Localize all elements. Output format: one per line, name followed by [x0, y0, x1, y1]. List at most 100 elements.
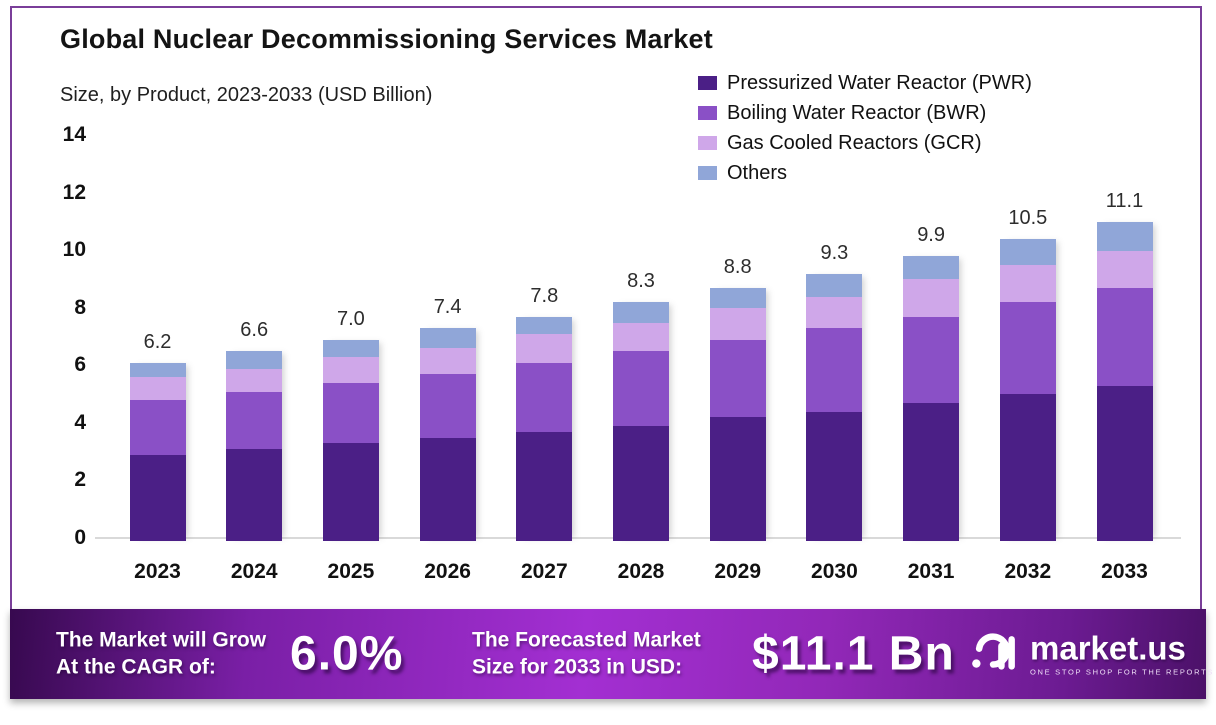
bar-segment-2026-pressurized-water-reactor-pwr- [419, 437, 476, 541]
bar-2032: 10.5 [999, 207, 1056, 541]
x-tick-2031: 2031 [907, 560, 955, 583]
bar-segment-2023-gas-cooled-reactors-gcr- [129, 377, 186, 401]
bar-segment-2023-others [129, 362, 186, 378]
cagr-label-line1: The Market will Grow [56, 628, 267, 652]
legend-swatch-icon [698, 76, 717, 90]
bar-segment-2029-pressurized-water-reactor-pwr- [709, 417, 766, 541]
legend-swatch-icon [698, 166, 717, 180]
bar-2023: 6.2 [129, 331, 186, 541]
logo-name: market.us [1030, 629, 1186, 667]
bar-segment-2023-boiling-water-reactor-bwr- [129, 400, 186, 455]
y-tick-4: 4 [74, 410, 86, 434]
bar-segment-2028-pressurized-water-reactor-pwr- [613, 426, 669, 541]
marketus-logo-icon [968, 626, 1020, 683]
legend-label: Gas Cooled Reactors (GCR) [727, 131, 982, 154]
x-tick-2030: 2030 [811, 560, 858, 583]
bar-2029: 8.8 [709, 256, 766, 541]
total-label-2024: 6.6 [240, 319, 269, 342]
bar-segment-2028-gas-cooled-reactors-gcr- [613, 322, 669, 352]
bar-segment-2032-pressurized-water-reactor-pwr- [999, 394, 1056, 541]
y-tick-10: 10 [62, 238, 86, 261]
bar-2028: 8.3 [613, 270, 669, 541]
marketus-logo: market.us ONE STOP SHOP FOR THE REPORTS [968, 626, 1214, 683]
bar-segment-2028-boiling-water-reactor-bwr- [613, 351, 669, 426]
bar-segment-2025-boiling-water-reactor-bwr- [322, 382, 379, 444]
bar-segment-2031-boiling-water-reactor-bwr- [903, 316, 960, 403]
bar-segment-2024-others [226, 351, 283, 369]
total-label-2030: 9.3 [820, 241, 849, 264]
cagr-label-line2: At the CAGR of: [56, 656, 216, 679]
bar-segment-2027-boiling-water-reactor-bwr- [516, 362, 573, 432]
x-tick-2024: 2024 [230, 560, 278, 583]
total-label-2025: 7.0 [336, 307, 365, 330]
bar-segment-2029-others [709, 288, 766, 309]
total-label-2027: 7.8 [530, 284, 559, 307]
legend-item-4: Others [698, 158, 1032, 188]
chart-subtitle: Size, by Product, 2023-2033 (USD Billion… [60, 84, 433, 106]
x-tick-2033: 2033 [1101, 560, 1148, 583]
legend-label: Others [727, 161, 788, 184]
legend-label: Boiling Water Reactor (BWR) [727, 101, 987, 124]
bar-segment-2027-gas-cooled-reactors-gcr- [516, 334, 573, 363]
bar-segment-2026-others [419, 328, 476, 349]
x-tick-2027: 2027 [520, 560, 568, 583]
y-tick-12: 12 [62, 180, 86, 204]
total-label-2032: 10.5 [1008, 207, 1048, 230]
bar-2024: 6.6 [226, 319, 283, 541]
bar-segment-2029-gas-cooled-reactors-gcr- [709, 308, 766, 340]
bar-segment-2033-others [1096, 221, 1153, 251]
bar-segment-2033-boiling-water-reactor-bwr- [1096, 288, 1153, 386]
bar-segment-2030-boiling-water-reactor-bwr- [806, 328, 863, 412]
bar-segment-2031-pressurized-water-reactor-pwr- [903, 403, 960, 541]
y-tick-6: 6 [74, 353, 86, 376]
bar-segment-2023-pressurized-water-reactor-pwr- [129, 454, 186, 541]
bar-segment-2024-pressurized-water-reactor-pwr- [226, 449, 283, 541]
y-tick-14: 14 [62, 123, 86, 146]
bar-segment-2030-gas-cooled-reactors-gcr- [806, 296, 863, 329]
bar-segment-2024-boiling-water-reactor-bwr- [226, 391, 283, 449]
x-tick-2028: 2028 [617, 560, 665, 583]
legend-swatch-icon [698, 106, 717, 120]
bar-segment-2027-others [516, 316, 573, 334]
bar-2031: 9.9 [903, 224, 960, 541]
bar-2027: 7.8 [516, 285, 573, 541]
legend-item-2: Boiling Water Reactor (BWR) [698, 98, 1032, 128]
legend-label: Pressurized Water Reactor (PWR) [727, 71, 1032, 94]
chart-title: Global Nuclear Decommissioning Services … [60, 24, 713, 54]
total-label-2031: 9.9 [917, 224, 945, 247]
bar-segment-2030-pressurized-water-reactor-pwr- [806, 411, 863, 541]
bar-segment-2024-gas-cooled-reactors-gcr- [226, 368, 283, 392]
marketus-logo-text: market.us ONE STOP SHOP FOR THE REPORTS [1030, 632, 1214, 677]
logo-tagline: ONE STOP SHOP FOR THE REPORTS [1030, 667, 1215, 677]
total-label-2033: 11.1 [1105, 189, 1144, 212]
bar-segment-2025-others [322, 339, 379, 357]
y-tick-8: 8 [74, 295, 86, 319]
legend-swatch-icon [698, 136, 717, 150]
x-tick-2026: 2026 [424, 560, 471, 583]
bar-segment-2028-others [613, 302, 669, 323]
bar-segment-2032-gas-cooled-reactors-gcr- [999, 265, 1056, 303]
bar-segment-2031-others [903, 256, 960, 280]
bar-segment-2025-pressurized-water-reactor-pwr- [322, 443, 379, 541]
bar-2025: 7.0 [322, 308, 379, 541]
bar-segment-2032-boiling-water-reactor-bwr- [999, 302, 1056, 395]
bar-segment-2029-boiling-water-reactor-bwr- [709, 339, 766, 418]
footer-banner: The Market will Grow At the CAGR of: 6.0… [10, 609, 1212, 699]
x-tick-2025: 2025 [327, 560, 375, 583]
legend-item-1: Pressurized Water Reactor (PWR) [698, 68, 1032, 98]
forecast-value: $11.1 Bn [752, 627, 955, 681]
legend-item-3: Gas Cooled Reactors (GCR) [698, 128, 1032, 158]
forecast-label-line2: Size for 2033 in USD: [472, 656, 683, 679]
bar-2030: 9.3 [806, 242, 863, 541]
y-tick-2: 2 [74, 468, 86, 491]
bar-segment-2027-pressurized-water-reactor-pwr- [516, 431, 573, 541]
total-label-2028: 8.3 [627, 270, 655, 293]
bar-segment-2033-pressurized-water-reactor-pwr- [1096, 385, 1153, 541]
bar-segment-2033-gas-cooled-reactors-gcr- [1096, 250, 1153, 288]
bar-segment-2032-others [999, 239, 1056, 265]
total-label-2023: 6.2 [143, 330, 172, 353]
x-tick-2029: 2029 [714, 560, 762, 583]
bar-segment-2031-gas-cooled-reactors-gcr- [903, 279, 960, 317]
y-tick-0: 0 [74, 525, 86, 549]
